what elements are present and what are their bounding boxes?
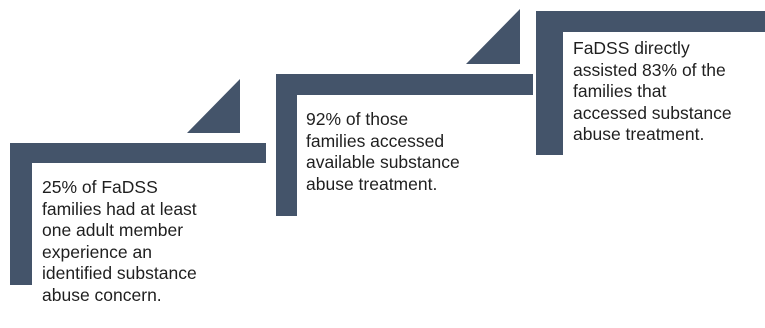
step-3-text: FaDSS directly assisted 83% of the famil… <box>573 38 732 144</box>
step-2-arrow-triangle <box>466 9 520 64</box>
step-1-text: 25% of FaDSS families had at least one a… <box>42 177 197 305</box>
step-2-corner-bracket <box>276 74 533 216</box>
step-3-corner-bracket <box>536 11 765 155</box>
step-1-corner-bracket <box>10 143 266 285</box>
step-1-arrow-triangle <box>187 79 240 133</box>
step-2-text: 92% of those families accessed available… <box>306 109 460 194</box>
